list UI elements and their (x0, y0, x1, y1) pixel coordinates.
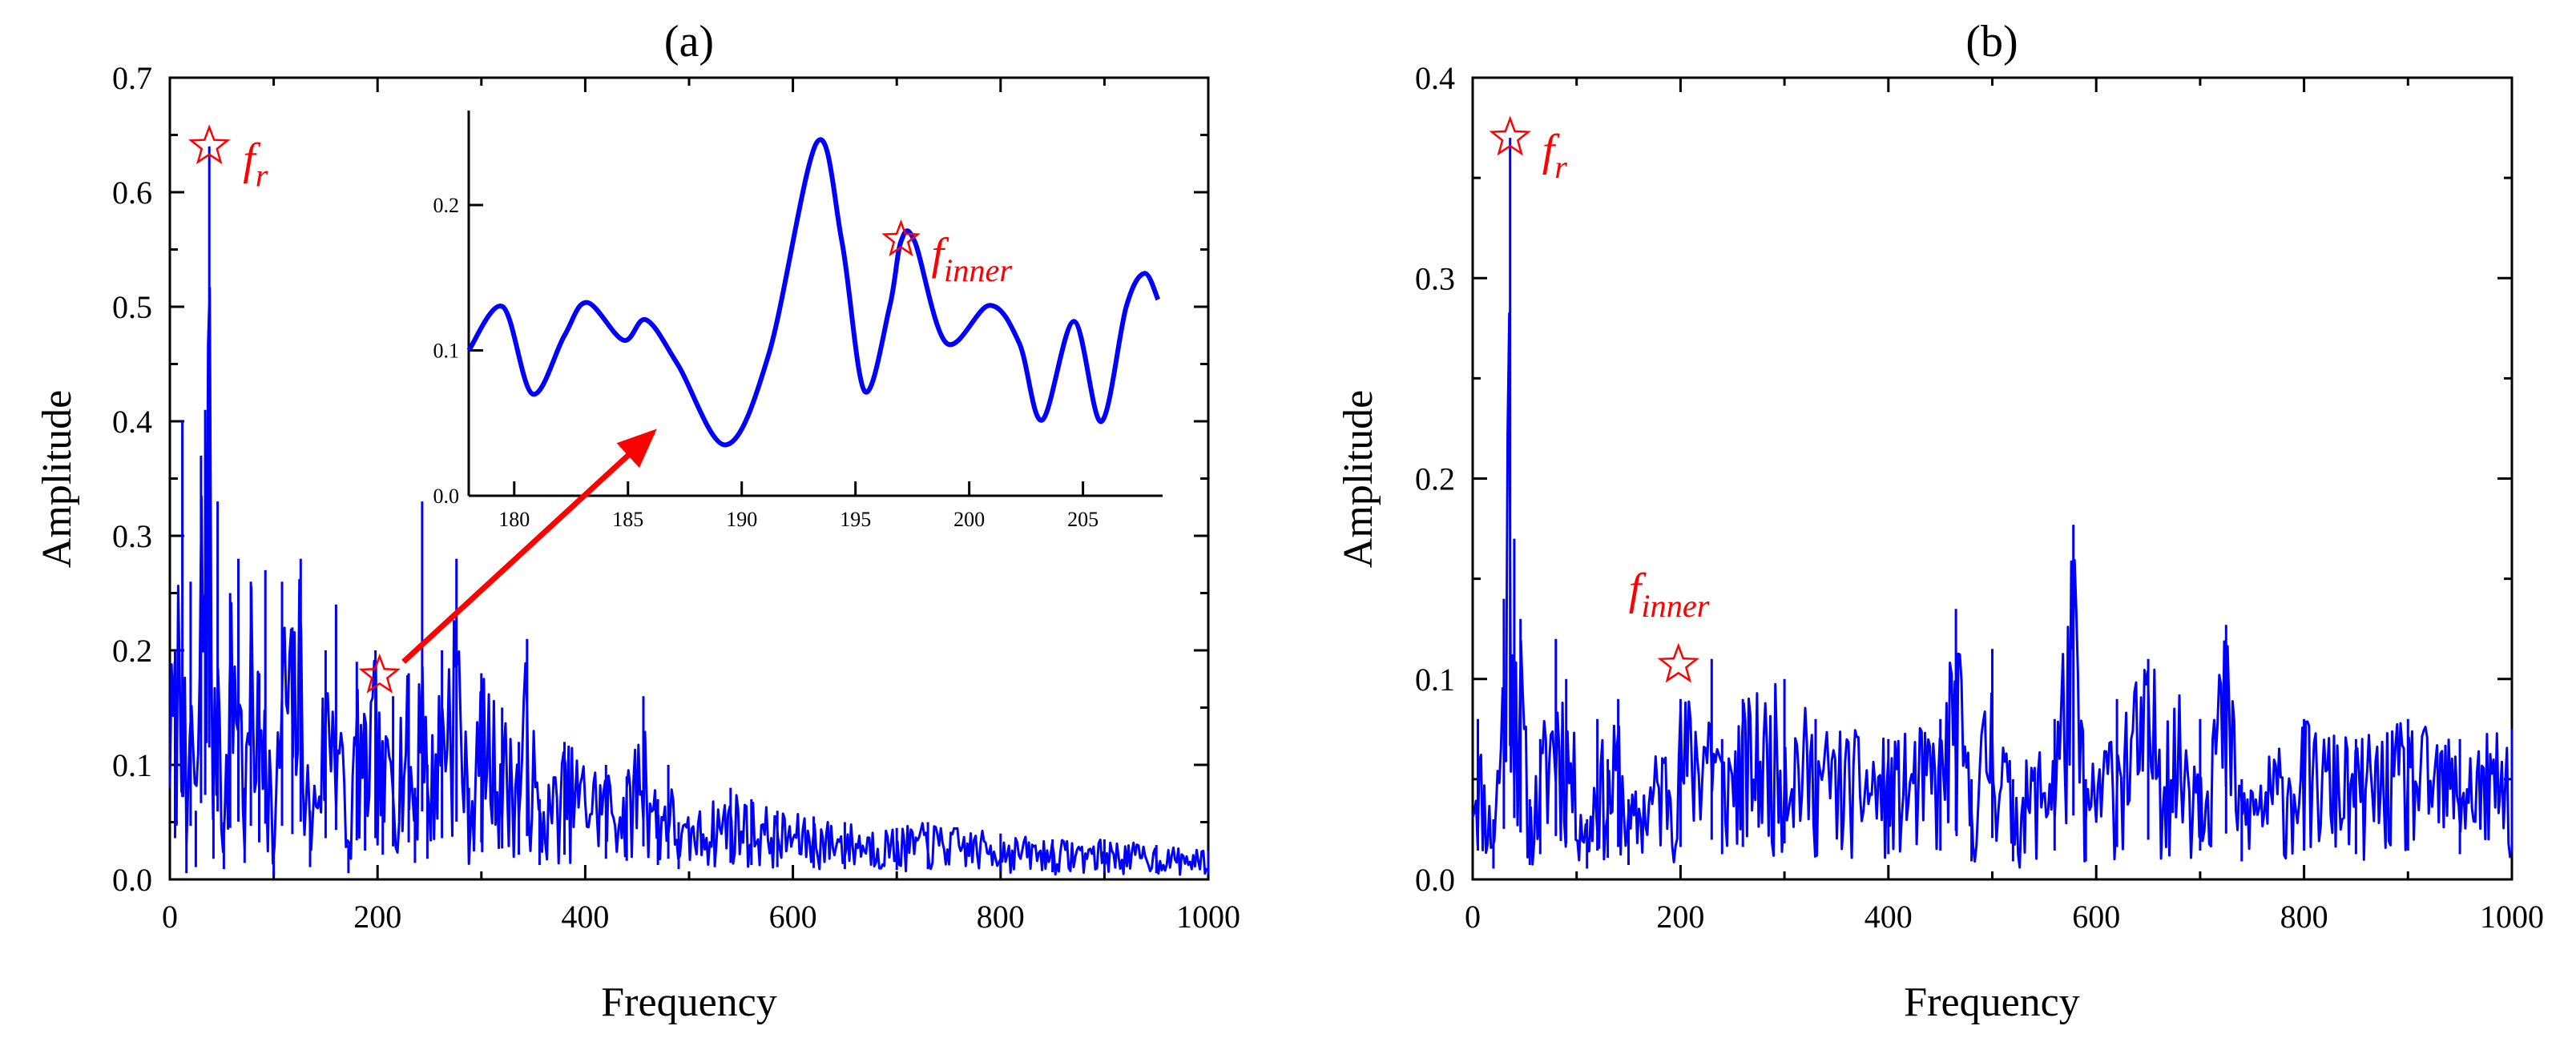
finner-inset-label-subscript: inner (944, 252, 1012, 288)
inset-series-line (466, 137, 1161, 448)
panel-b-y-ticks: 0.0 0.1 0.2 0.3 0.4 (1415, 60, 2512, 898)
panel-b-y-tick-label: 0.1 (1415, 662, 1455, 698)
panel-a-inset: 180 185 190 195 200 205 0.00.10.2 finner (433, 111, 1163, 531)
panel-b-series-line (1471, 138, 2514, 869)
panel-a-x-axis-title: Frequency (601, 980, 776, 1025)
fr-label: fr (243, 135, 268, 194)
panel-b: (b) Frequency Amplitude 0 200 400 600 800 100… (1336, 17, 2544, 1025)
panel-b-y-tick-label: 0.0 (1415, 862, 1455, 898)
panel-a-y-axis-title: Amplitude (34, 390, 80, 568)
panel-a-series-line (168, 146, 1210, 876)
inset-y-tick-label: 0.1 (433, 339, 460, 362)
fr-marker-star (188, 124, 231, 165)
panel-b-x-tick-label: 600 (2072, 899, 2120, 935)
inset-background (469, 111, 1163, 496)
inset-x-tick-label: 190 (726, 508, 757, 531)
inset-y-tick-label: 0.2 (433, 194, 460, 217)
inset-x-tick-label: 205 (1067, 508, 1099, 531)
zoom-arrow (401, 428, 657, 664)
fr-b-marker-star (1489, 115, 1531, 156)
zoom-source-star (358, 653, 401, 694)
panel-a-x-tick-label: 400 (561, 899, 609, 935)
panel-b-x-ticks: 0 200 400 600 800 1000 (1465, 78, 2544, 935)
inset-x-ticks: 180 185 190 195 200 205 (498, 481, 1099, 531)
panel-a-x-ticks: 0 200 400 600 800 1000 (162, 78, 1240, 935)
panel-a-y-ticks: 0.0 0.1 0.2 0.3 0.4 0.5 0.6 0.7 (112, 60, 1208, 898)
panel-a-y-tick-label: 0.2 (112, 633, 152, 669)
fr-b-label-subscript: r (1554, 149, 1567, 185)
finner-b-label-subscript: inner (1641, 588, 1709, 624)
panel-b-annotations: fr finner (1489, 115, 1710, 683)
fr-label-subscript: r (256, 157, 268, 193)
inset-x-tick-label: 195 (840, 508, 871, 531)
panel-a-y-tick-label: 0.1 (112, 747, 152, 783)
panel-b-y-tick-label: 0.2 (1415, 461, 1455, 497)
panel-b-x-tick-label: 400 (1864, 899, 1913, 935)
inset-y-ticks: 0.0 0.1 0.2 (433, 194, 483, 508)
panel-b-y-tick-label: 0.4 (1415, 60, 1455, 96)
panel-a-y-tick-label: 0.4 (112, 404, 152, 440)
panel-b-x-tick-label: 800 (2280, 899, 2328, 935)
panel-a-y-tick-label: 0.3 (112, 518, 152, 554)
inset-y-tick-label: 0.0 (433, 485, 460, 508)
panel-b-x-tick-label: 1000 (2480, 899, 2544, 935)
panel-b-x-axis-title: Frequency (1904, 980, 2079, 1025)
panel-a-x-tick-label: 600 (769, 899, 817, 935)
panel-a-title: (a) (664, 17, 714, 66)
finner-inset-marker-star (881, 219, 921, 257)
panel-a-x-tick-label: 1000 (1176, 899, 1240, 935)
inset-x-tick-label: 185 (612, 508, 643, 531)
inset-x-tick-label: 180 (498, 508, 530, 531)
inset-x-tick-label: 200 (953, 508, 985, 531)
panel-a-y-tick-label: 0.6 (112, 175, 152, 211)
panel-a-y-tick-label: 0.0 (112, 862, 152, 898)
panel-a: (a) Frequency Amplitude 0 200 400 600 800 100… (34, 17, 1240, 1025)
panel-a-x-tick-label: 0 (162, 899, 178, 935)
finner-b-label: finner (1629, 565, 1710, 624)
panel-b-x-tick-label: 200 (1656, 899, 1704, 935)
panel-a-y-tick-label: 0.7 (112, 60, 152, 96)
panel-a-y-tick-label: 0.5 (112, 289, 152, 325)
panel-b-title: (b) (1965, 17, 2018, 66)
panel-b-x-tick-label: 0 (1465, 899, 1481, 935)
fr-b-label: fr (1542, 126, 1568, 185)
panel-a-annotations: fr (188, 124, 401, 694)
panel-b-y-axis-title: Amplitude (1336, 390, 1381, 568)
panel-a-x-tick-label: 800 (977, 899, 1025, 935)
panel-a-x-tick-label: 200 (353, 899, 401, 935)
panel-b-y-tick-label: 0.3 (1415, 260, 1455, 296)
finner-b-marker-star (1657, 642, 1700, 683)
